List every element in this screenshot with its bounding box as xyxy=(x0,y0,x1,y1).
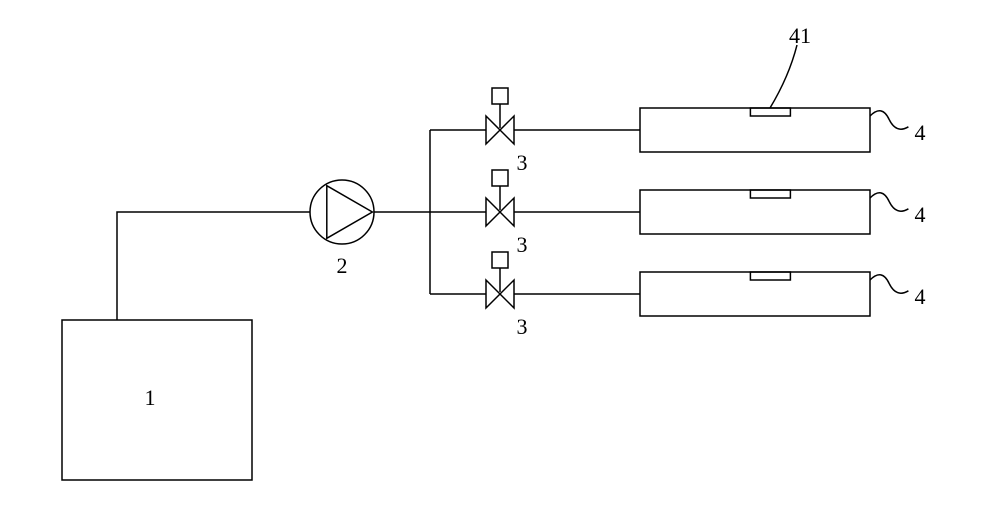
outlet-label: 4 xyxy=(915,120,926,145)
pump-label: 2 xyxy=(337,253,348,278)
valve-actuator-icon xyxy=(492,252,508,268)
valve-label: 3 xyxy=(517,232,528,257)
outlet-leader-squiggle xyxy=(870,193,908,211)
outlet-leader-squiggle xyxy=(870,111,908,129)
outlet-box xyxy=(640,272,870,316)
outlet-notch xyxy=(750,108,790,116)
outlet-box xyxy=(640,108,870,152)
outlet-label: 4 xyxy=(915,284,926,309)
valve-actuator-icon xyxy=(492,170,508,186)
valve-actuator-icon xyxy=(492,88,508,104)
piping-diagram: 1 2 3 3 3 4 41 4 4 xyxy=(62,23,926,480)
tank-label: 1 xyxy=(145,385,156,410)
valve-label: 3 xyxy=(517,314,528,339)
tank-box xyxy=(62,320,252,480)
callout-leader xyxy=(770,45,797,108)
outlet-box xyxy=(640,190,870,234)
pump-symbol xyxy=(310,180,374,244)
outlet-leader-squiggle xyxy=(870,275,908,293)
callout-label: 41 xyxy=(789,23,811,48)
outlet-notch xyxy=(750,272,790,280)
tank-to-pump-line xyxy=(117,212,310,320)
valve-label: 3 xyxy=(517,150,528,175)
outlet-label: 4 xyxy=(915,202,926,227)
pump-triangle-icon xyxy=(327,186,373,239)
outlet-notch xyxy=(750,190,790,198)
